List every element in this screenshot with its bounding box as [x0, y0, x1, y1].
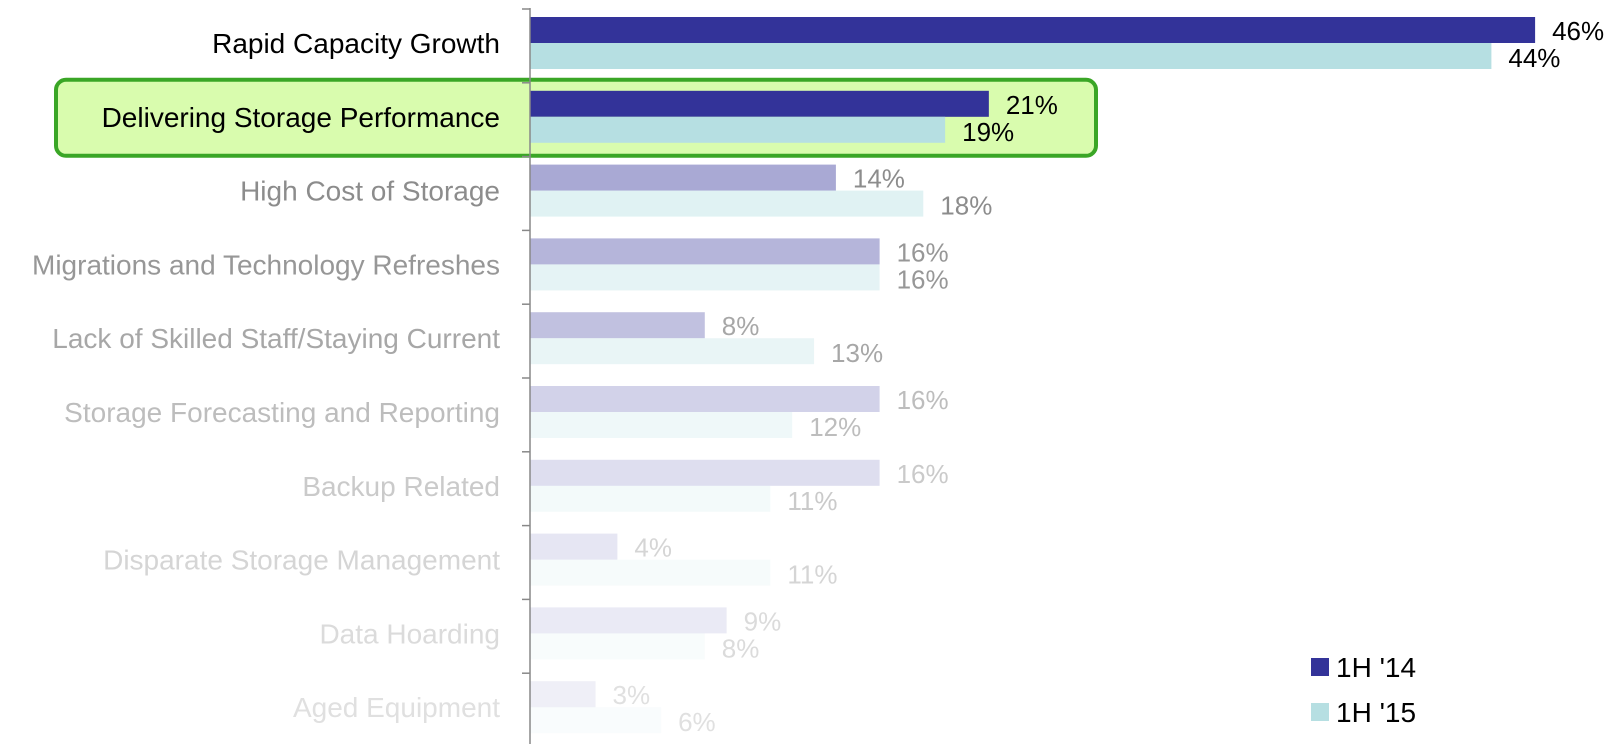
bar-1h14 — [530, 312, 705, 339]
bar-1h14 — [530, 533, 618, 560]
legend-swatch-1h14 — [1311, 658, 1329, 676]
bar-1h15 — [530, 338, 815, 365]
bar-1h14 — [530, 607, 727, 634]
legend: 1H '14 1H '15 — [1311, 652, 1416, 728]
value-label-1h14: 14% — [853, 164, 905, 194]
category-label: Data Hoarding — [319, 618, 500, 649]
value-label-1h14: 21% — [1006, 90, 1058, 120]
bar-1h14 — [530, 238, 880, 265]
bar-1h15 — [530, 190, 924, 217]
category-label: Backup Related — [302, 471, 500, 502]
value-label-1h15: 6% — [678, 707, 716, 737]
value-label-1h14: 3% — [613, 680, 651, 710]
value-label-1h15: 13% — [831, 338, 883, 368]
category-label: High Cost of Storage — [240, 176, 500, 207]
category-label: Lack of Skilled Staff/Staying Current — [52, 323, 500, 354]
value-label-1h14: 4% — [634, 533, 672, 563]
bar-1h15 — [530, 116, 946, 143]
bar-1h15 — [530, 264, 880, 291]
bar-1h14 — [530, 386, 880, 412]
category-label: Delivering Storage Performance — [102, 102, 500, 133]
category-label: Migrations and Technology Refreshes — [32, 249, 500, 280]
category-label: Storage Forecasting and Reporting — [64, 397, 500, 428]
bar-1h15 — [530, 43, 1492, 69]
bar-1h15 — [530, 485, 771, 512]
value-label-1h14: 9% — [744, 606, 782, 636]
value-label-1h15: 44% — [1508, 43, 1560, 73]
value-label-1h15: 11% — [787, 560, 837, 590]
value-label-1h14: 16% — [897, 459, 949, 489]
value-label-1h15: 11% — [787, 486, 837, 516]
value-label-1h15: 12% — [809, 412, 861, 442]
category-label: Disparate Storage Management — [103, 545, 500, 576]
category-label: Rapid Capacity Growth — [212, 28, 500, 59]
category-label: Aged Equipment — [293, 692, 500, 723]
value-label-1h15: 18% — [940, 191, 992, 221]
legend-label-1h14: 1H '14 — [1336, 652, 1416, 683]
bar-1h14 — [530, 459, 880, 486]
value-label-1h14: 16% — [897, 385, 949, 415]
value-label-1h14: 16% — [897, 237, 949, 267]
value-label-1h15: 19% — [962, 117, 1014, 147]
bar-1h14 — [530, 681, 596, 708]
bar-1h14 — [530, 17, 1536, 43]
bar-1h14 — [530, 164, 836, 191]
bar-1h15 — [530, 633, 705, 660]
legend-swatch-1h15 — [1311, 703, 1329, 721]
value-label-1h15: 16% — [897, 264, 949, 294]
bar-1h14 — [530, 90, 989, 117]
value-label-1h14: 8% — [722, 311, 760, 341]
legend-label-1h15: 1H '15 — [1336, 697, 1416, 728]
value-label-1h15: 8% — [722, 633, 760, 663]
bar-1h15 — [530, 707, 662, 734]
bar-1h15 — [530, 412, 793, 438]
bar-1h15 — [530, 559, 771, 586]
value-label-1h14: 46% — [1552, 16, 1604, 46]
